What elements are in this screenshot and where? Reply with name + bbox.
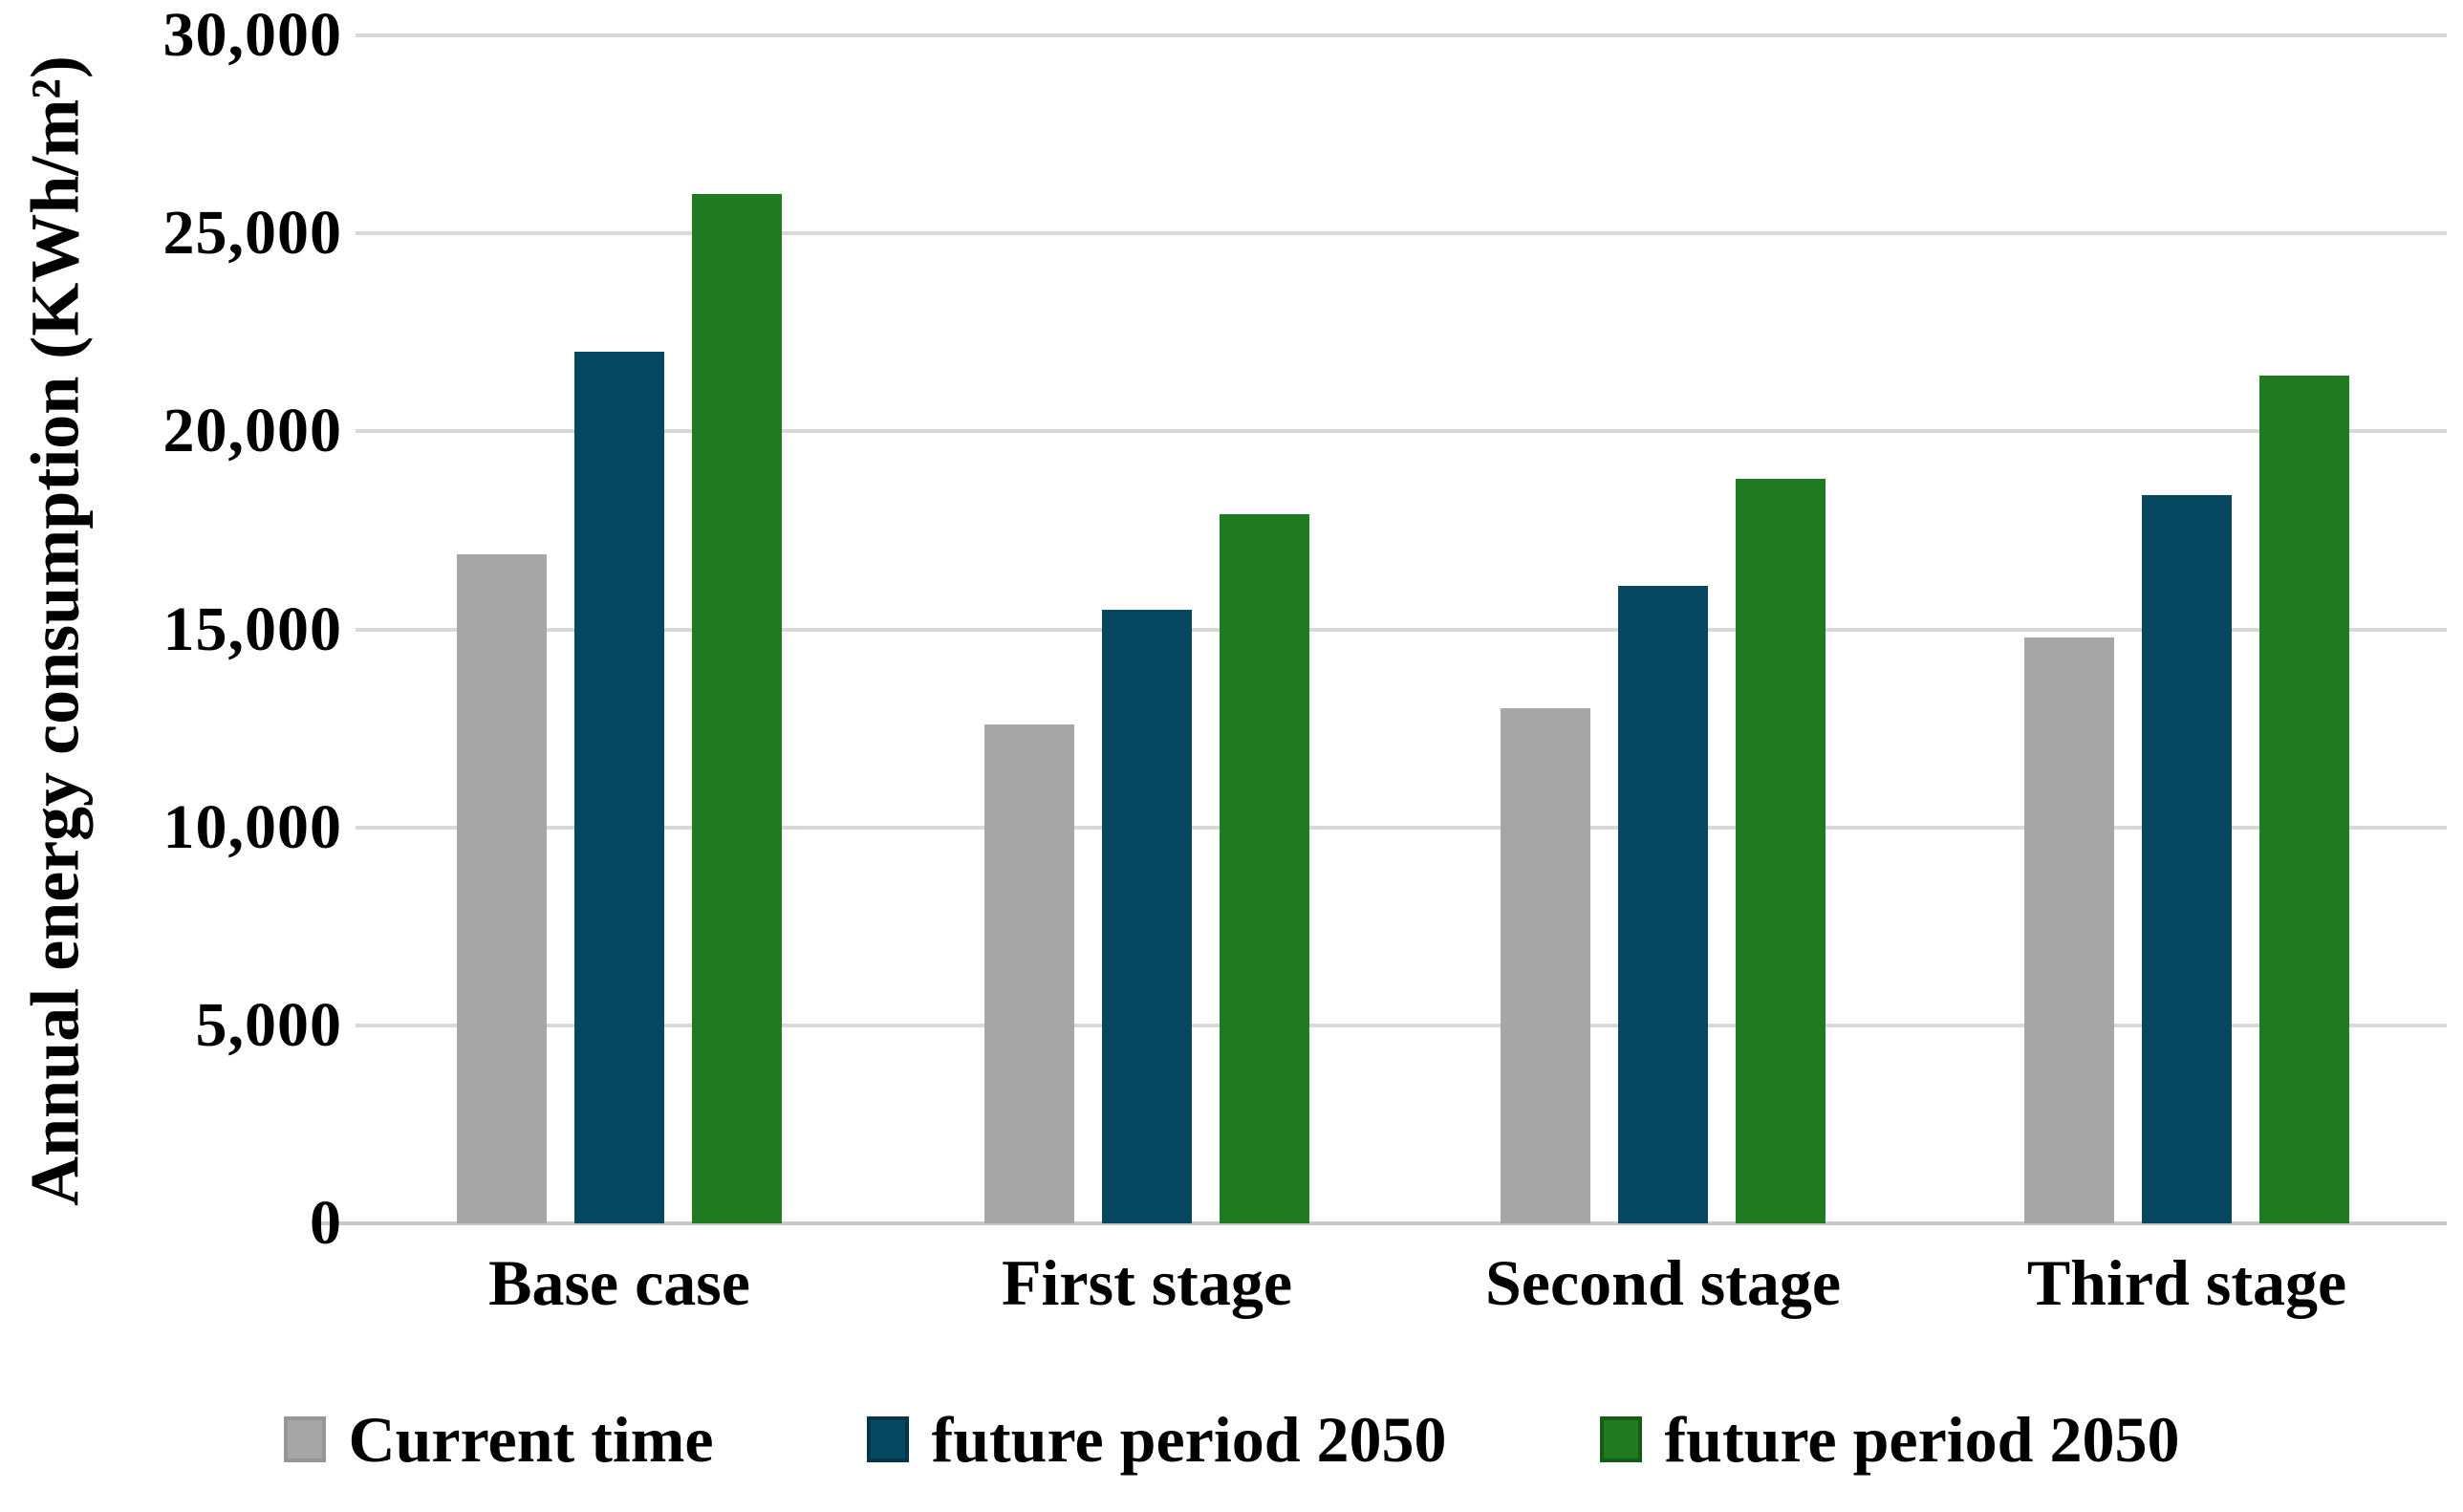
bar-base-case-series3 [692, 193, 782, 1223]
y-tick-label: 0 [310, 1188, 342, 1258]
legend-label: Current time [348, 1403, 714, 1476]
y-tick-label: 25,000 [162, 198, 342, 269]
legend-swatch-icon [1599, 1416, 1642, 1462]
bar-second-stage-series1 [1501, 708, 1590, 1223]
gridline [356, 825, 2447, 830]
y-tick-label: 5,000 [195, 989, 342, 1060]
bar-first-stage-series1 [984, 724, 1074, 1223]
legend-swatch-icon [866, 1416, 909, 1462]
legend-item-series3: future period 2050 [1599, 1403, 2180, 1476]
category-label: Second stage [1484, 1246, 1842, 1319]
bar-second-stage-series3 [1736, 479, 1826, 1223]
y-tick-label: 20,000 [162, 396, 342, 466]
legend-item-series2: future period 2050 [866, 1403, 1447, 1476]
y-axis-title: Annual energy consumption (KWh/m²) [16, 55, 94, 1206]
category-label: First stage [1001, 1246, 1293, 1319]
y-tick-label: 10,000 [162, 791, 342, 862]
bar-base-case-series2 [574, 352, 664, 1223]
legend-label: future period 2050 [931, 1403, 1447, 1476]
y-tick-label: 15,000 [162, 594, 342, 664]
bar-third-stage-series1 [2024, 637, 2114, 1223]
bar-first-stage-series3 [1220, 514, 1309, 1223]
gridline [356, 627, 2447, 632]
legend: Current time future period 2050 future per… [0, 1407, 2463, 1472]
legend-label: future period 2050 [1664, 1403, 2180, 1476]
bar-second-stage-series2 [1618, 585, 1708, 1223]
gridline [356, 231, 2447, 236]
bar-first-stage-series2 [1102, 609, 1192, 1223]
gridline [356, 33, 2447, 37]
bar-base-case-series1 [457, 553, 547, 1223]
y-tick-label: 30,000 [162, 0, 342, 70]
legend-item-series1: Current time [283, 1403, 714, 1476]
legend-swatch-icon [283, 1416, 326, 1462]
bar-third-stage-series3 [2259, 376, 2349, 1223]
bar-third-stage-series2 [2142, 494, 2232, 1223]
x-axis-baseline [315, 1221, 2447, 1225]
gridline [356, 1023, 2447, 1027]
category-label: Base case [488, 1246, 750, 1319]
category-label: Third stage [2026, 1246, 2347, 1319]
gridline [356, 429, 2447, 434]
